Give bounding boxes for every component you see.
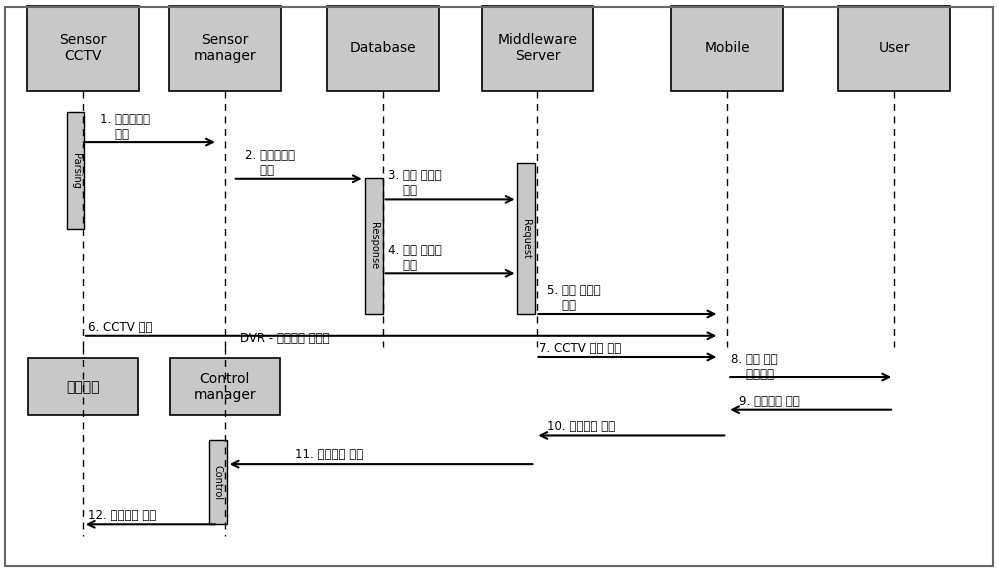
Text: Database: Database — [350, 41, 416, 55]
Text: 7. CCTV 영상 전송: 7. CCTV 영상 전송 — [539, 342, 621, 355]
Bar — [68, 112, 84, 229]
Text: Control: Control — [213, 465, 223, 500]
Text: Response: Response — [369, 222, 379, 269]
Bar — [838, 6, 950, 91]
Text: 2. 센싱데이터
    저장: 2. 센싱데이터 저장 — [245, 150, 295, 177]
Bar — [28, 358, 138, 415]
Bar — [671, 6, 783, 91]
Text: Request: Request — [521, 219, 531, 258]
Text: 8. 축사 환경
    모니터링: 8. 축사 환경 모니터링 — [731, 353, 778, 380]
Text: Mobile: Mobile — [704, 41, 750, 55]
Text: 4. 센싱 데이터
    응답: 4. 센싱 데이터 응답 — [388, 244, 442, 272]
Text: 5. 센싱 데이터
    전송: 5. 센싱 데이터 전송 — [547, 284, 601, 312]
Text: 3. 센싱 데이터
    호출: 3. 센싱 데이터 호출 — [388, 170, 442, 197]
Bar — [365, 178, 383, 314]
Bar — [27, 6, 139, 91]
Bar — [327, 6, 439, 91]
Text: User: User — [878, 41, 910, 55]
Text: 설비장치: 설비장치 — [66, 380, 100, 394]
Text: Middleware
Server: Middleware Server — [498, 33, 577, 63]
Bar — [170, 358, 280, 415]
Text: Sensor
CCTV: Sensor CCTV — [59, 33, 107, 63]
Text: Parsing: Parsing — [71, 152, 81, 189]
Text: 9. 제어신호 입력: 9. 제어신호 입력 — [739, 395, 800, 407]
Text: 12. 설비장치 제어: 12. 설비장치 제어 — [88, 509, 156, 522]
Text: 6. CCTV 전송: 6. CCTV 전송 — [88, 321, 153, 334]
Bar — [209, 440, 227, 524]
Text: DVR - 스트리밍 서비스: DVR - 스트리밍 서비스 — [240, 332, 330, 345]
Text: 10. 제어신호 입력: 10. 제어신호 입력 — [547, 421, 615, 433]
Text: Sensor
manager: Sensor manager — [194, 33, 256, 63]
Bar — [482, 6, 593, 91]
Text: Control
manager: Control manager — [194, 372, 256, 402]
Bar — [517, 163, 535, 314]
Bar — [169, 6, 281, 91]
Text: 1. 센싱데이터
    전송: 1. 센싱데이터 전송 — [100, 113, 150, 141]
Text: 11. 제어신호 전송: 11. 제어신호 전송 — [295, 448, 363, 461]
